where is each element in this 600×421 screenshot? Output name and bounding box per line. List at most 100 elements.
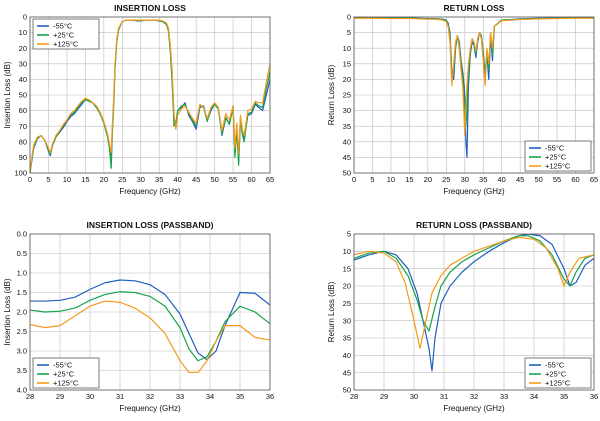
y-tick-label: 20 (343, 282, 351, 291)
x-tick-label: 10 (387, 175, 395, 184)
y-tick-label: 2.5 (17, 327, 27, 336)
chart-title: INSERTION LOSS (PASSBAND) (87, 220, 214, 230)
y-tick-label: 35 (343, 122, 351, 131)
plot-frame (29, 16, 271, 174)
chart-panel-1 (29, 16, 271, 174)
series-line-p25 (354, 17, 594, 127)
plot-frame (353, 233, 595, 391)
legend-entry: +125°C (545, 162, 571, 171)
series-line-p25 (354, 235, 594, 332)
y-tick-label: 2.0 (17, 308, 27, 317)
x-tick-label: 28 (350, 392, 358, 401)
y-tick-label: 30 (19, 59, 27, 68)
series-line-p125 (354, 236, 594, 349)
y-tick-label: 45 (343, 368, 351, 377)
x-tick-label: 40 (498, 175, 506, 184)
y-tick-label: 3.0 (17, 347, 27, 356)
y-tick-label: 15 (343, 264, 351, 273)
x-tick-label: 34 (206, 392, 214, 401)
y-axis-label: Insertion Loss (dB) (3, 278, 12, 345)
y-tick-label: 0.5 (17, 249, 27, 258)
y-tick-label: 5 (347, 230, 351, 239)
series-line-p125 (30, 19, 270, 173)
y-tick-label: 35 (343, 334, 351, 343)
x-tick-label: 36 (266, 392, 274, 401)
y-tick-label: 100 (14, 169, 27, 178)
x-tick-label: 25 (118, 175, 126, 184)
y-tick-label: 25 (343, 91, 351, 100)
x-tick-label: 29 (380, 392, 388, 401)
y-axis-label: Insertion Loss (dB) (3, 61, 12, 128)
y-tick-label: 1.0 (17, 269, 27, 278)
chart-panel-4 (353, 233, 595, 391)
y-tick-label: 20 (19, 44, 27, 53)
x-tick-label: 45 (192, 175, 200, 184)
x-tick-label: 15 (81, 175, 89, 184)
x-tick-label: 30 (86, 392, 94, 401)
legend-entry: -55°C (545, 144, 565, 153)
chart-title: RETURN LOSS (444, 3, 505, 13)
x-tick-label: 35 (560, 392, 568, 401)
plot-frame (353, 16, 595, 174)
series-line-m55 (354, 234, 594, 372)
legend-entry: -55°C (53, 361, 73, 370)
y-tick-label: 10 (343, 247, 351, 256)
y-tick-label: 0 (23, 13, 27, 22)
x-tick-label: 20 (424, 175, 432, 184)
y-tick-label: 10 (343, 44, 351, 53)
x-tick-label: 31 (116, 392, 124, 401)
y-tick-label: 15 (343, 59, 351, 68)
y-tick-label: 1.5 (17, 288, 27, 297)
legend-entry: -55°C (545, 361, 565, 370)
chart-title: INSERTION LOSS (114, 3, 186, 13)
x-tick-label: 29 (56, 392, 64, 401)
series-line-p125 (30, 300, 270, 374)
x-tick-label: 30 (137, 175, 145, 184)
series-line-p25 (30, 291, 270, 362)
legend-entry: +25°C (545, 370, 567, 379)
x-axis-label: Frequency (GHz) (443, 187, 505, 196)
x-axis-label: Frequency (GHz) (119, 404, 181, 413)
x-tick-label: 33 (176, 392, 184, 401)
y-tick-label: 25 (343, 299, 351, 308)
x-tick-label: 55 (229, 175, 237, 184)
x-tick-label: 15 (405, 175, 413, 184)
y-tick-label: 10 (19, 28, 27, 37)
x-tick-label: 30 (461, 175, 469, 184)
x-tick-label: 32 (146, 392, 154, 401)
x-tick-label: 35 (479, 175, 487, 184)
y-tick-label: 40 (19, 75, 27, 84)
x-tick-label: 35 (236, 392, 244, 401)
x-axis-label: Frequency (GHz) (119, 187, 181, 196)
legend-entry: +125°C (53, 379, 79, 388)
y-tick-label: 45 (343, 153, 351, 162)
x-tick-label: 0 (352, 175, 356, 184)
x-tick-label: 10 (63, 175, 71, 184)
x-tick-label: 0 (28, 175, 32, 184)
legend-entry: -55°C (53, 22, 73, 31)
x-tick-label: 40 (174, 175, 182, 184)
x-tick-label: 20 (100, 175, 108, 184)
x-tick-label: 65 (590, 175, 598, 184)
x-tick-label: 35 (155, 175, 163, 184)
y-tick-label: 30 (343, 316, 351, 325)
x-tick-label: 31 (440, 392, 448, 401)
legend-entry: +25°C (53, 370, 75, 379)
x-tick-label: 34 (530, 392, 538, 401)
y-tick-label: 0 (347, 13, 351, 22)
legend-entry: +25°C (53, 31, 75, 40)
y-tick-label: 50 (343, 386, 351, 395)
x-axis-label: Frequency (GHz) (443, 404, 505, 413)
x-tick-label: 33 (500, 392, 508, 401)
x-tick-label: 28 (26, 392, 34, 401)
x-tick-label: 25 (442, 175, 450, 184)
y-axis-label: Return Loss (dB) (327, 64, 336, 125)
series-line-m55 (354, 17, 594, 158)
y-tick-label: 50 (343, 169, 351, 178)
x-tick-label: 5 (46, 175, 50, 184)
chart-title: RETURN LOSS (PASSBAND) (416, 220, 532, 230)
y-tick-label: 30 (343, 106, 351, 115)
x-tick-label: 36 (590, 392, 598, 401)
y-tick-label: 4.0 (17, 386, 27, 395)
